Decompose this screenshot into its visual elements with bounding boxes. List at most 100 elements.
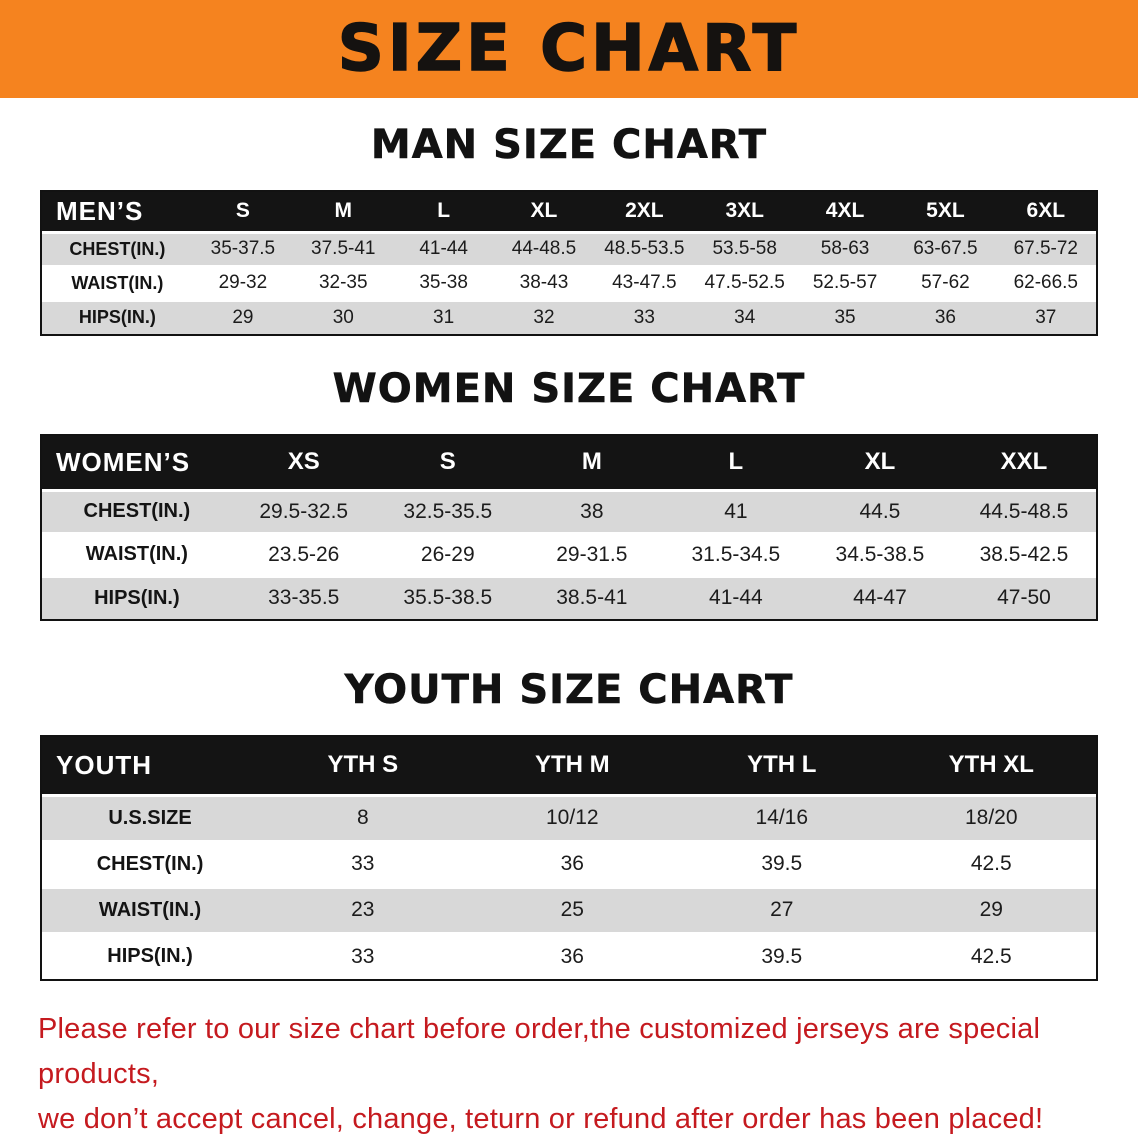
value-cell: 35-38 xyxy=(393,266,494,300)
value-cell: 30 xyxy=(293,300,394,334)
value-cell: 44.5-48.5 xyxy=(951,490,1096,533)
table-row: U.S.SIZE 8 10/12 14/16 18/20 xyxy=(42,795,1096,841)
value-cell: 63-67.5 xyxy=(895,232,996,266)
value-cell: 23.5-26 xyxy=(231,533,376,576)
value-cell: 67.5-72 xyxy=(995,232,1096,266)
size-column-header: L xyxy=(393,192,494,232)
value-cell: 33 xyxy=(594,300,695,334)
value-cell: 38.5-41 xyxy=(519,576,664,619)
row-label-cell: CHEST(IN.) xyxy=(42,841,259,887)
header-row: YOUTH YTH S YTH M YTH L YTH XL xyxy=(42,737,1096,795)
value-cell: 35.5-38.5 xyxy=(375,576,520,619)
row-label-cell: HIPS(IN.) xyxy=(42,933,259,979)
row-label-cell: CHEST(IN.) xyxy=(42,490,232,533)
header-row: MEN’S S M L XL 2XL 3XL 4XL 5XL 6XL xyxy=(42,192,1096,232)
value-cell: 58-63 xyxy=(794,232,896,266)
value-cell: 29 xyxy=(192,300,294,334)
value-cell: 8 xyxy=(258,795,468,841)
row-label-cell: U.S.SIZE xyxy=(42,795,259,841)
value-cell: 47-50 xyxy=(951,576,1096,619)
value-cell: 47.5-52.5 xyxy=(694,266,795,300)
table-title-cell: MEN’S xyxy=(42,192,193,232)
size-column-header: M xyxy=(519,436,664,490)
value-cell: 38.5-42.5 xyxy=(951,533,1096,576)
value-cell: 29-32 xyxy=(192,266,294,300)
row-label-cell: HIPS(IN.) xyxy=(42,300,193,334)
value-cell: 44-48.5 xyxy=(493,232,595,266)
size-column-header: YTH XL xyxy=(886,737,1096,795)
value-cell: 41-44 xyxy=(393,232,494,266)
value-cell: 29.5-32.5 xyxy=(231,490,376,533)
table-row: WAIST(IN.) 29-32 32-35 35-38 38-43 43-47.5 47.… xyxy=(42,266,1096,300)
table-title-cell: YOUTH xyxy=(42,737,259,795)
value-cell: 26-29 xyxy=(375,533,520,576)
value-cell: 35 xyxy=(794,300,896,334)
value-cell: 41 xyxy=(663,490,808,533)
value-cell: 34 xyxy=(694,300,795,334)
size-column-header: 5XL xyxy=(895,192,996,232)
table-row: HIPS(IN.) 33 36 39.5 42.5 xyxy=(42,933,1096,979)
size-column-header: XXL xyxy=(951,436,1096,490)
value-cell: 31.5-34.5 xyxy=(663,533,808,576)
table-title-cell: WOMEN’S xyxy=(42,436,232,490)
mens-size-table: MEN’S S M L XL 2XL 3XL 4XL 5XL 6XL CHEST(IN.) 35-37… xyxy=(40,190,1098,336)
value-cell: 38-43 xyxy=(493,266,595,300)
value-cell: 39.5 xyxy=(677,933,887,979)
value-cell: 36 xyxy=(467,933,678,979)
size-column-header: S xyxy=(375,436,520,490)
value-cell: 32.5-35.5 xyxy=(375,490,520,533)
value-cell: 53.5-58 xyxy=(694,232,795,266)
value-cell: 37 xyxy=(995,300,1096,334)
youth-size-table: YOUTH YTH S YTH M YTH L YTH XL U.S.SIZE 8 10/12… xyxy=(40,735,1098,981)
row-label-cell: CHEST(IN.) xyxy=(42,232,193,266)
size-column-header: YTH M xyxy=(467,737,678,795)
size-column-header: YTH L xyxy=(677,737,887,795)
value-cell: 32 xyxy=(493,300,595,334)
value-cell: 32-35 xyxy=(293,266,394,300)
size-section-mens: MAN SIZE CHART MEN’S S M L XL 2XL 3XL 4XL 5XL 6XL C… xyxy=(0,122,1138,336)
value-cell: 33 xyxy=(258,933,468,979)
value-cell: 44.5 xyxy=(807,490,952,533)
header-row: WOMEN’S XS S M L XL XXL xyxy=(42,436,1096,490)
value-cell: 33-35.5 xyxy=(231,576,376,619)
size-column-header: M xyxy=(293,192,394,232)
value-cell: 39.5 xyxy=(677,841,887,887)
row-label-cell: WAIST(IN.) xyxy=(42,266,193,300)
table-row: CHEST(IN.) 35-37.5 37.5-41 41-44 44-48.5 48.5… xyxy=(42,232,1096,266)
value-cell: 52.5-57 xyxy=(794,266,896,300)
section-heading-youth: YOUTH SIZE CHART xyxy=(344,667,794,714)
value-cell: 43-47.5 xyxy=(594,266,695,300)
value-cell: 38 xyxy=(519,490,664,533)
value-cell: 42.5 xyxy=(886,933,1096,979)
size-column-header: XL xyxy=(807,436,952,490)
size-column-header: XS xyxy=(231,436,376,490)
value-cell: 27 xyxy=(677,887,887,933)
size-column-header: 2XL xyxy=(594,192,695,232)
value-cell: 35-37.5 xyxy=(192,232,294,266)
table-row: WAIST(IN.) 23 25 27 29 xyxy=(42,887,1096,933)
table-row: HIPS(IN.) 29 30 31 32 33 34 35 36 37 xyxy=(42,300,1096,334)
value-cell: 34.5-38.5 xyxy=(807,533,952,576)
value-cell: 33 xyxy=(258,841,468,887)
footer-notice: Please refer to our size chart before or… xyxy=(0,1007,1138,1142)
table-row: WAIST(IN.) 23.5-26 26-29 29-31.5 31.5-34.5 34… xyxy=(42,533,1096,576)
section-heading-womens: WOMEN SIZE CHART xyxy=(332,366,806,413)
size-column-header: XL xyxy=(493,192,595,232)
notice-line-2: we don’t accept cancel, change, teturn o… xyxy=(38,1102,1044,1135)
value-cell: 44-47 xyxy=(807,576,952,619)
page-title: SIZE CHART xyxy=(337,11,801,87)
value-cell: 31 xyxy=(393,300,494,334)
table-row: HIPS(IN.) 33-35.5 35.5-38.5 38.5-41 41-44 44-… xyxy=(42,576,1096,619)
value-cell: 37.5-41 xyxy=(293,232,394,266)
value-cell: 41-44 xyxy=(663,576,808,619)
value-cell: 25 xyxy=(467,887,678,933)
value-cell: 14/16 xyxy=(677,795,887,841)
size-column-header: L xyxy=(663,436,808,490)
size-column-header: YTH S xyxy=(258,737,468,795)
value-cell: 23 xyxy=(258,887,468,933)
value-cell: 42.5 xyxy=(886,841,1096,887)
section-heading-mens: MAN SIZE CHART xyxy=(370,122,768,169)
row-label-cell: WAIST(IN.) xyxy=(42,533,232,576)
row-label-cell: HIPS(IN.) xyxy=(42,576,232,619)
size-chart-sections: MAN SIZE CHART MEN’S S M L XL 2XL 3XL 4XL 5XL 6XL C… xyxy=(0,122,1138,981)
